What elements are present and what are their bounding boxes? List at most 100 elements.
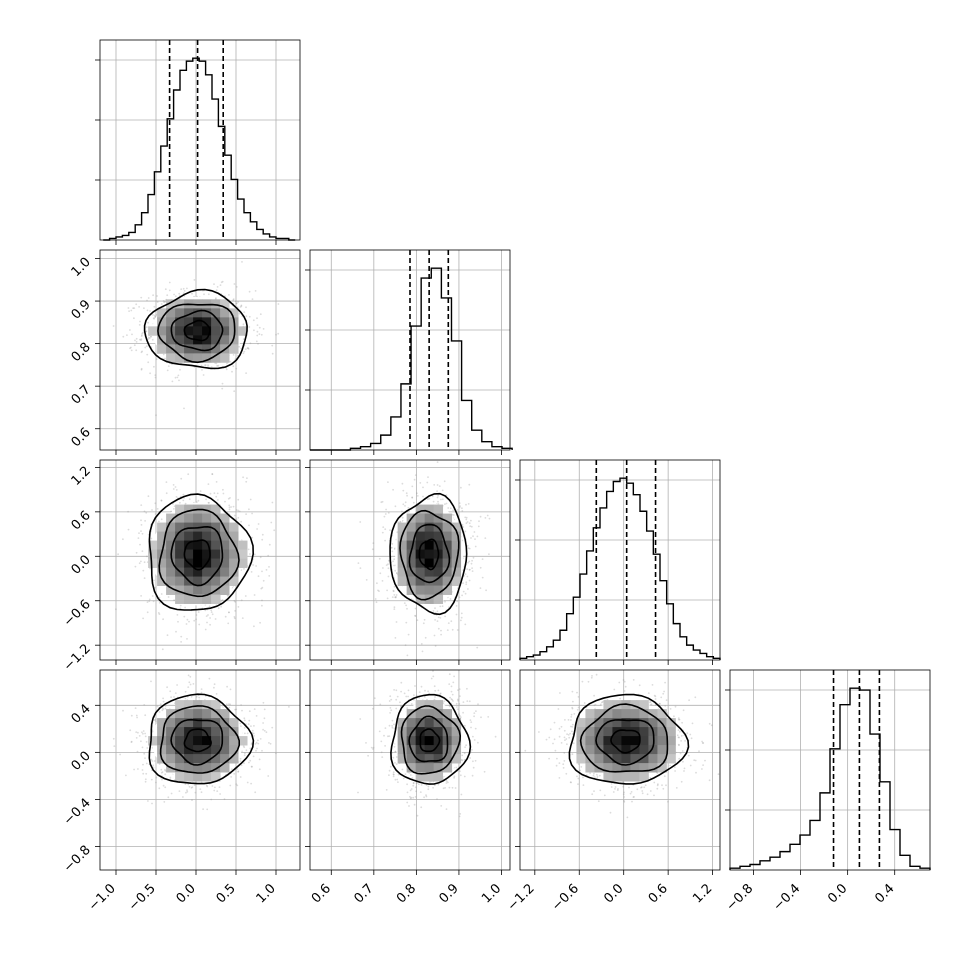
density-bins: [397, 504, 462, 604]
density-bin: [415, 558, 426, 568]
density-bin: [442, 567, 453, 577]
density-bin: [202, 317, 212, 327]
density-bin: [148, 326, 158, 336]
density-bin: [157, 344, 167, 354]
density-bin: [424, 727, 435, 737]
density-bin: [648, 745, 658, 755]
x-tick-label: −0.4: [770, 881, 803, 914]
density-bin: [211, 335, 221, 345]
density-bin: [202, 727, 212, 737]
density-bin: [594, 754, 604, 764]
density-bin: [157, 531, 167, 541]
density-bin: [657, 709, 667, 719]
y-tick-label: 1.2: [69, 464, 94, 489]
density-bin: [621, 736, 631, 746]
density-bin: [220, 540, 230, 550]
density-bin: [220, 558, 230, 568]
density-bin: [184, 549, 194, 559]
density-bin: [451, 576, 462, 586]
density-bin: [406, 567, 417, 577]
density-bin: [175, 594, 185, 604]
panel-frame: [309, 459, 511, 661]
density-bin: [175, 745, 185, 755]
panel-frame: [309, 669, 511, 871]
density-bin: [184, 700, 194, 710]
density-bin: [397, 567, 408, 577]
density-bin: [415, 576, 426, 586]
density-bin: [603, 700, 613, 710]
density-bin: [433, 567, 444, 577]
density-bin: [229, 745, 239, 755]
density-bin: [415, 727, 426, 737]
density-bin: [193, 353, 203, 363]
density-bin: [148, 736, 158, 746]
density-bin: [184, 594, 194, 604]
density-bin: [211, 299, 221, 309]
pair-content: [357, 670, 497, 818]
panel-frame: [519, 669, 721, 871]
x-tick-label: 0.6: [309, 881, 334, 906]
y-tick-label: 0.0: [69, 749, 94, 774]
density-bin: [442, 540, 453, 550]
density-bin: [193, 540, 203, 550]
density-bin: [220, 513, 230, 523]
density-bin: [433, 504, 444, 514]
density-bin: [630, 709, 640, 719]
pair-panel-6: −1.2 −0.6 0.0 0.6 1.2: [505, 669, 721, 914]
density-bin: [193, 709, 203, 719]
density-bin: [166, 353, 176, 363]
density-bin: [433, 558, 444, 568]
density-bin: [166, 522, 176, 532]
density-bin: [220, 567, 230, 577]
pair-content: [112, 261, 280, 417]
y-tick-label: 1.0: [69, 255, 94, 280]
density-bin: [175, 299, 185, 309]
density-bin: [397, 549, 408, 559]
density-bin: [202, 335, 212, 345]
density-bin: [612, 736, 622, 746]
density-bin: [166, 299, 176, 309]
density-bin: [202, 513, 212, 523]
density-bin: [220, 326, 230, 336]
density-bin: [202, 745, 212, 755]
pair-panel-3: [305, 459, 511, 665]
density-bin: [406, 727, 417, 737]
density-bin: [603, 727, 613, 737]
density-bin: [211, 700, 221, 710]
density-bin: [442, 558, 453, 568]
x-tick-label: 0.7: [351, 881, 376, 906]
density-bin: [424, 558, 435, 568]
x-tick-label: −0.5: [126, 881, 159, 914]
density-bin: [648, 718, 658, 728]
contour-line: [148, 693, 255, 785]
density-bin: [406, 531, 417, 541]
density-bin: [612, 772, 622, 782]
x-tick-label: 1.2: [690, 881, 715, 906]
density-bin: [175, 531, 185, 541]
density-bin: [657, 754, 667, 764]
density-bin: [202, 576, 212, 586]
density-bin: [175, 558, 185, 568]
density-bin: [406, 549, 417, 559]
density-bin: [175, 763, 185, 773]
density-bin: [621, 709, 631, 719]
density-bin: [202, 540, 212, 550]
density-bin: [220, 585, 230, 595]
density-bin: [175, 344, 185, 354]
x-tick-label: 1.0: [479, 881, 504, 906]
contour-line: [568, 693, 690, 785]
density-bin: [442, 709, 453, 719]
density-bin: [576, 754, 586, 764]
density-bin: [433, 754, 444, 764]
density-bin: [639, 700, 649, 710]
density-bin: [211, 317, 221, 327]
density-bin: [424, 594, 435, 604]
density-bin: [184, 326, 194, 336]
density-bin: [202, 326, 212, 336]
x-tick-label: 0.0: [601, 881, 626, 906]
density-bin: [630, 763, 640, 773]
density-bin: [433, 736, 444, 746]
pair-content: [357, 461, 491, 657]
density-bin: [433, 727, 444, 737]
density-bin: [202, 718, 212, 728]
